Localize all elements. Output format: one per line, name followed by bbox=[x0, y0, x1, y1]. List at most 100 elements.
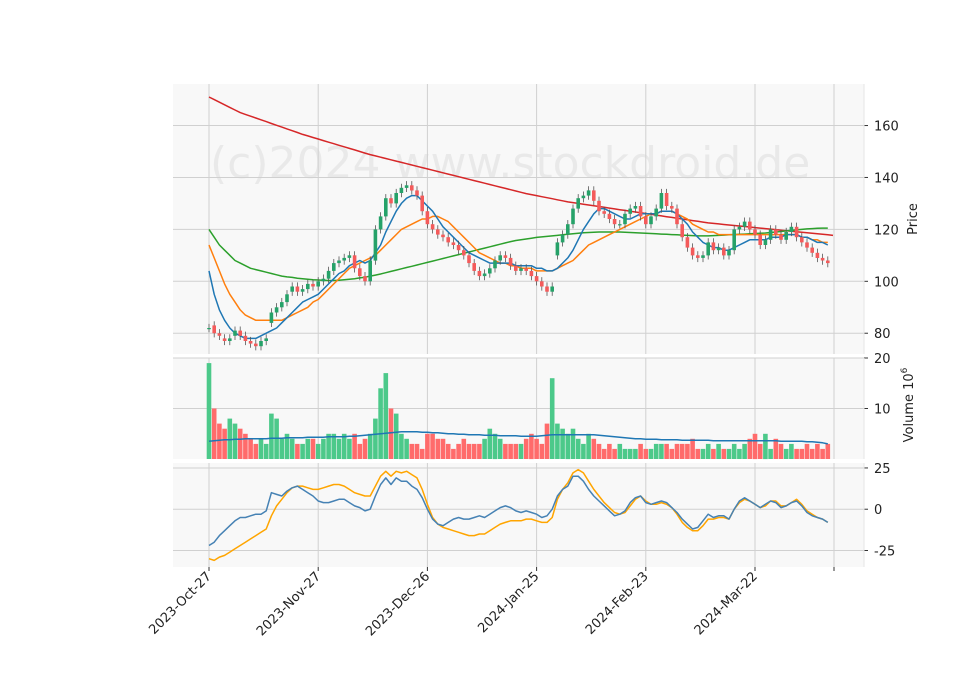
volume-bar bbox=[643, 448, 649, 459]
volume-bar bbox=[518, 443, 524, 459]
volume-bar bbox=[674, 443, 680, 459]
candle-up bbox=[571, 208, 575, 225]
candle-down bbox=[540, 281, 544, 287]
volume-bar bbox=[482, 438, 487, 459]
candle-down bbox=[545, 286, 549, 292]
volume-series bbox=[206, 363, 831, 460]
candle-down bbox=[222, 338, 227, 341]
candle-down bbox=[685, 237, 690, 248]
price-y-tick-label: 160 bbox=[874, 120, 899, 135]
volume-bar bbox=[430, 433, 435, 460]
candle-down bbox=[722, 247, 726, 256]
candle-down bbox=[436, 229, 440, 235]
volume-axis-title-text: Volume 10 bbox=[902, 373, 917, 442]
candle-down bbox=[363, 276, 367, 282]
candle-down bbox=[644, 216, 648, 225]
volume-bar bbox=[451, 448, 456, 459]
volume-bar bbox=[622, 448, 628, 459]
candle-down bbox=[670, 206, 674, 209]
candle-up bbox=[285, 294, 289, 303]
volume-bar bbox=[544, 423, 550, 459]
candle-down bbox=[638, 206, 643, 217]
volume-bar bbox=[778, 443, 784, 459]
volume-bar bbox=[435, 438, 441, 459]
volume-bar bbox=[341, 433, 347, 460]
price-y-tick-label: 100 bbox=[874, 275, 899, 290]
candle-up bbox=[628, 208, 632, 214]
volume-bar bbox=[575, 438, 581, 459]
oscillator-a-line bbox=[208, 475, 829, 547]
candle-down bbox=[352, 255, 357, 269]
volume-bar bbox=[336, 438, 342, 459]
candle-up bbox=[519, 268, 523, 271]
volume-bar bbox=[586, 433, 591, 460]
candle-down bbox=[607, 213, 612, 219]
volume-bar bbox=[607, 443, 612, 459]
candle-down bbox=[664, 193, 669, 206]
candle-up bbox=[586, 190, 591, 196]
candle-down bbox=[410, 185, 414, 191]
candle-up bbox=[326, 270, 331, 279]
volume-bar bbox=[477, 443, 482, 459]
volume-bar bbox=[601, 448, 607, 459]
candle-up bbox=[404, 185, 409, 188]
x-tick-label: 2024-Mar-22 bbox=[692, 569, 761, 638]
price-series bbox=[207, 96, 834, 351]
candle-down bbox=[451, 242, 456, 245]
candle-up bbox=[316, 281, 320, 287]
candle-down bbox=[441, 234, 445, 238]
volume-bar bbox=[783, 448, 789, 459]
volume-bar bbox=[310, 438, 316, 459]
candle-up bbox=[623, 213, 627, 225]
candle-down bbox=[602, 211, 606, 214]
candle-down bbox=[675, 208, 679, 225]
volume-bar bbox=[757, 443, 763, 459]
candle-up bbox=[347, 255, 352, 258]
volume-bar bbox=[321, 438, 326, 459]
volume-bar bbox=[284, 433, 290, 460]
volume-bar bbox=[258, 438, 264, 459]
candle-up bbox=[378, 216, 383, 230]
volume-bar bbox=[789, 443, 794, 459]
volume-bar bbox=[383, 373, 389, 459]
candle-up bbox=[488, 268, 492, 274]
volume-bar bbox=[763, 433, 768, 460]
candle-down bbox=[248, 341, 253, 344]
candle-up bbox=[649, 216, 653, 225]
volume-bar bbox=[513, 443, 519, 459]
volume-bar bbox=[378, 388, 383, 459]
volume-y-tick-label: 10 bbox=[874, 403, 891, 418]
candle-down bbox=[425, 211, 430, 225]
candle-down bbox=[534, 276, 539, 282]
candle-down bbox=[238, 330, 242, 336]
candle-up bbox=[332, 263, 336, 271]
volume-bar bbox=[497, 438, 503, 459]
candle-up bbox=[321, 278, 326, 282]
volume-bar bbox=[425, 433, 430, 460]
candle-up bbox=[337, 260, 341, 264]
candle-up bbox=[706, 242, 710, 256]
candle-down bbox=[820, 257, 825, 261]
volume-bar bbox=[809, 448, 815, 459]
candle-up bbox=[789, 226, 794, 232]
candle-up bbox=[701, 255, 705, 258]
volume-bar bbox=[659, 443, 664, 459]
candle-up bbox=[550, 286, 554, 292]
volume-bar bbox=[362, 438, 368, 459]
candle-up bbox=[576, 198, 580, 209]
volume-bar bbox=[664, 443, 669, 459]
candle-up bbox=[493, 260, 497, 269]
volume-bar bbox=[653, 443, 659, 459]
volume-bar bbox=[685, 443, 690, 459]
candle-up bbox=[482, 273, 487, 277]
volume-bar bbox=[331, 433, 337, 460]
candle-down bbox=[753, 229, 757, 235]
volume-bar bbox=[617, 443, 623, 459]
volume-bar bbox=[352, 433, 357, 460]
candle-up bbox=[306, 283, 310, 290]
volume-bar bbox=[633, 448, 638, 459]
candle-up bbox=[784, 232, 788, 240]
candle-down bbox=[467, 255, 471, 264]
volume-bar bbox=[388, 408, 394, 459]
